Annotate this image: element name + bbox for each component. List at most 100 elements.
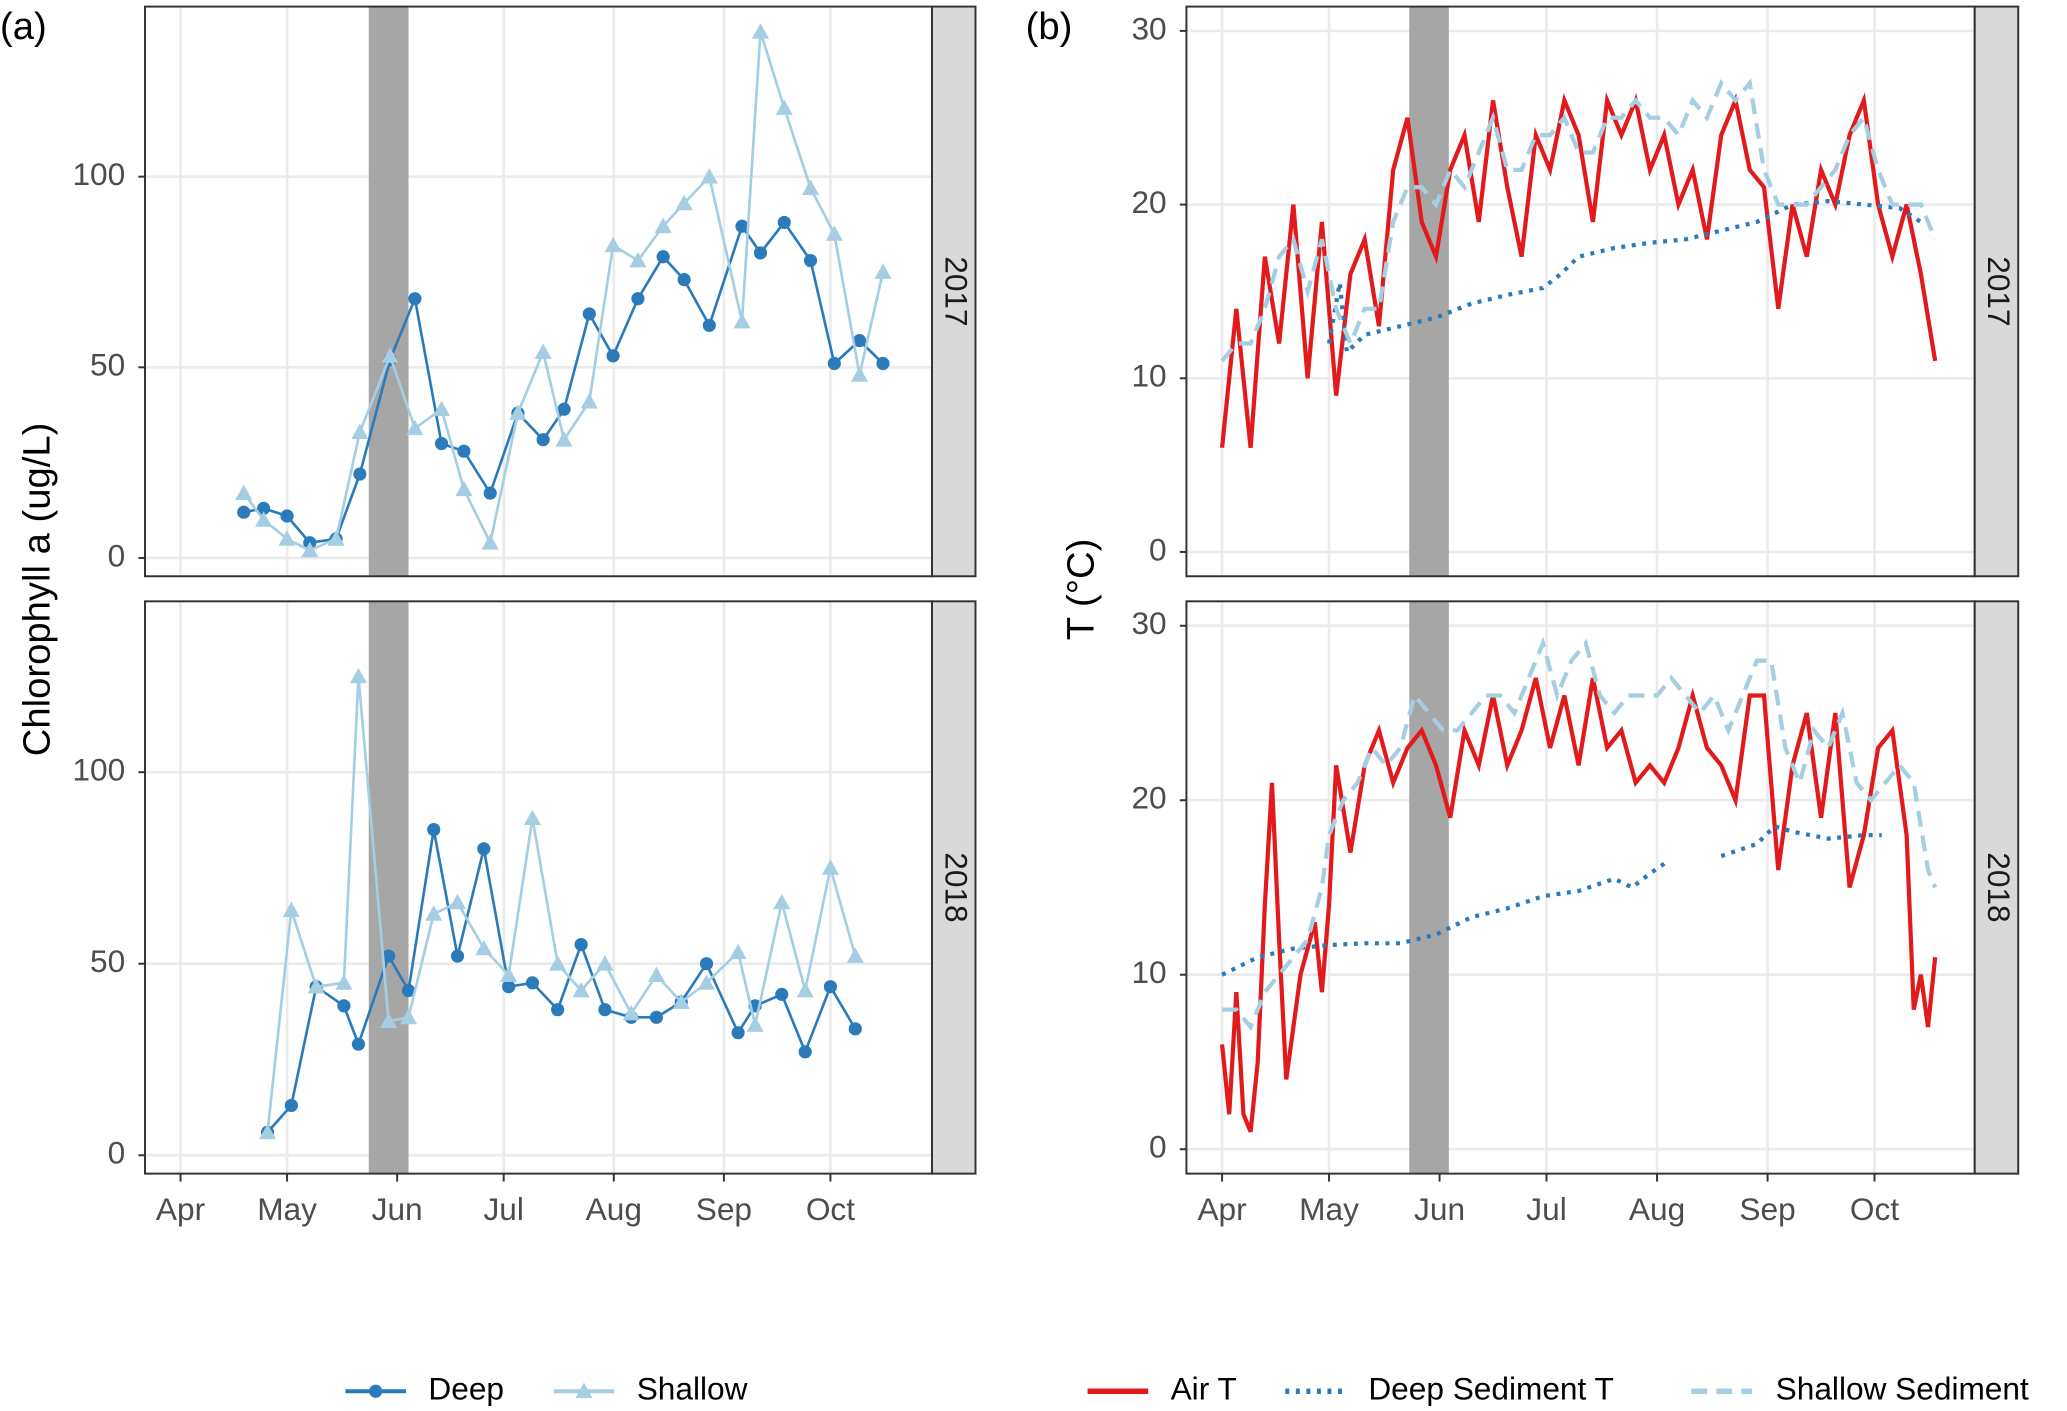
y-tick-label: 0 xyxy=(108,537,126,573)
marker xyxy=(282,901,300,917)
panel xyxy=(145,601,932,1174)
marker xyxy=(351,423,369,439)
marker xyxy=(335,974,353,990)
marker xyxy=(278,530,296,546)
legend-label: Shallow Sediment xyxy=(1776,1371,2029,1407)
marker xyxy=(509,404,527,420)
y-tick-label: 50 xyxy=(90,943,125,979)
panel-label: (a) xyxy=(0,5,47,48)
y-tick-label: 0 xyxy=(1149,1129,1167,1165)
x-tick-label: May xyxy=(257,1191,317,1227)
x-tick-label: Oct xyxy=(806,1191,855,1227)
marker xyxy=(427,823,441,837)
marker xyxy=(876,356,890,371)
highlight-band xyxy=(1409,6,1449,577)
marker xyxy=(699,957,714,971)
marker xyxy=(349,667,368,684)
marker xyxy=(729,943,747,960)
marker xyxy=(502,980,516,994)
marker xyxy=(846,947,864,963)
y-tick-label: 30 xyxy=(1131,10,1166,46)
y-axis-label: Chlorophyll a (ug/L) xyxy=(16,423,59,757)
facet-strip xyxy=(1973,5,2020,578)
marker xyxy=(401,983,416,998)
panel-label: (b) xyxy=(1026,5,1073,48)
facet-strip xyxy=(931,5,977,578)
marker xyxy=(649,1010,663,1024)
marker xyxy=(572,981,590,998)
marker xyxy=(237,505,251,519)
x-tick-label: Jul xyxy=(483,1191,523,1227)
marker xyxy=(382,949,396,963)
marker xyxy=(751,23,770,39)
x-tick-label: Jun xyxy=(372,1191,423,1227)
x-tick-label: Jul xyxy=(1526,1191,1566,1227)
panel xyxy=(145,6,932,577)
highlight-band xyxy=(368,601,409,1174)
y-axis-label: T (°C) xyxy=(1060,539,1103,641)
highlight-band xyxy=(1409,601,1449,1174)
marker xyxy=(604,236,622,253)
marker xyxy=(575,1382,593,1399)
highlight-band xyxy=(368,6,409,577)
marker xyxy=(821,859,839,875)
marker xyxy=(432,400,451,417)
marker xyxy=(801,179,820,195)
marker xyxy=(408,292,422,306)
data-line xyxy=(1219,92,1938,448)
x-tick-label: Sep xyxy=(1739,1191,1795,1227)
marker xyxy=(596,955,614,971)
marker xyxy=(337,999,351,1013)
marker xyxy=(557,402,571,416)
y-tick-label: 20 xyxy=(1131,184,1166,220)
panel xyxy=(1186,601,1975,1174)
marker xyxy=(677,273,691,287)
x-tick-label: May xyxy=(1299,1191,1359,1227)
marker xyxy=(284,1098,298,1113)
marker xyxy=(874,263,892,279)
x-tick-label: Aug xyxy=(586,1191,642,1227)
marker xyxy=(455,480,473,497)
marker xyxy=(258,1123,277,1140)
marker xyxy=(848,1022,862,1036)
marker xyxy=(598,1003,612,1017)
marker xyxy=(353,467,367,481)
y-tick-label: 100 xyxy=(72,752,125,788)
marker xyxy=(777,215,791,230)
y-tick-label: 0 xyxy=(1149,531,1167,567)
facet-label: 2017 xyxy=(938,256,974,326)
marker xyxy=(381,347,399,363)
facet-label: 2018 xyxy=(1981,852,2017,922)
marker xyxy=(257,501,271,515)
x-tick-label: Apr xyxy=(1197,1191,1246,1227)
marker xyxy=(235,484,253,501)
marker xyxy=(536,433,550,447)
marker xyxy=(803,253,818,268)
marker xyxy=(775,987,789,1001)
marker xyxy=(746,1016,764,1032)
x-tick-label: Aug xyxy=(1629,1191,1685,1227)
marker xyxy=(351,1037,366,1051)
y-tick-label: 20 xyxy=(1131,780,1166,816)
marker xyxy=(523,809,542,826)
facet-strip xyxy=(1973,600,2020,1175)
marker xyxy=(301,541,319,558)
marker xyxy=(622,1004,640,1021)
marker xyxy=(675,194,693,211)
marker xyxy=(307,978,325,994)
marker xyxy=(369,1384,383,1398)
marker xyxy=(702,318,716,332)
marker xyxy=(255,511,273,527)
marker xyxy=(574,937,588,952)
y-tick-label: 10 xyxy=(1131,358,1166,394)
marker xyxy=(483,486,497,500)
marker xyxy=(425,905,443,921)
y-tick-label: 10 xyxy=(1131,954,1166,990)
data-line xyxy=(1219,677,1938,1133)
marker xyxy=(406,419,424,436)
marker xyxy=(380,1012,398,1029)
marker xyxy=(796,981,814,998)
facet-label: 2018 xyxy=(938,852,974,922)
data-line xyxy=(1222,636,1938,1032)
